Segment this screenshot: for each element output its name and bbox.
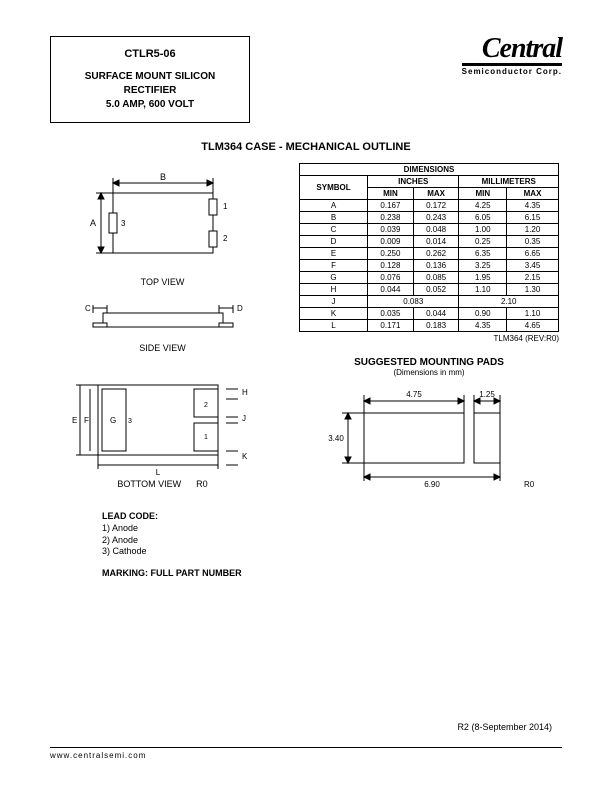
bottom-view-drawing: E F G 3 2 1 H J K L xyxy=(58,365,268,475)
svg-text:J: J xyxy=(242,414,246,423)
lead-code: LEAD CODE: 1) Anode 2) Anode 3) Cathode xyxy=(102,511,562,558)
svg-text:F: F xyxy=(84,416,89,425)
table-row: D0.0090.0140.250.35 xyxy=(300,236,559,248)
col-inches: INCHES xyxy=(368,176,459,188)
footer-url: www.centralsemi.com xyxy=(50,751,146,760)
svg-text:2: 2 xyxy=(204,402,208,409)
col-min: MIN xyxy=(459,188,507,200)
pad-rev: R0 xyxy=(524,480,535,489)
leadcode-line: 1) Anode xyxy=(102,523,562,535)
pad-total: 6.90 xyxy=(424,480,440,489)
pad-h: 3.40 xyxy=(328,434,344,443)
col-max: MAX xyxy=(413,188,459,200)
company-logo: Central Semiconductor Corp. xyxy=(462,36,562,75)
col-max: MAX xyxy=(507,188,559,200)
table-rev-note: TLM364 (REV:R0) xyxy=(299,334,559,343)
col-min: MIN xyxy=(368,188,414,200)
pad-w2: 1.25 xyxy=(479,390,495,399)
svg-text:1: 1 xyxy=(223,202,228,211)
right-column: DIMENSIONS SYMBOL INCHES MILLIMETERS MIN… xyxy=(299,163,559,495)
title-box: CTLR5-06 SURFACE MOUNT SILICON RECTIFIER… xyxy=(50,36,250,123)
table-row: B0.2380.2436.056.15 xyxy=(300,212,559,224)
svg-text:D: D xyxy=(237,304,243,313)
bottom-view-rev: R0 xyxy=(196,479,208,489)
svg-text:3: 3 xyxy=(121,219,126,228)
table-row: H0.0440.0521.101.30 xyxy=(300,284,559,296)
side-view-drawing: C D xyxy=(63,299,263,339)
logo-tagline: Semiconductor Corp. xyxy=(462,63,562,75)
svg-text:K: K xyxy=(242,452,248,461)
pads-drawing: 4.75 1.25 3.40 6.90 R0 xyxy=(314,383,544,493)
svg-text:G: G xyxy=(110,416,116,425)
leadcode-title: LEAD CODE: xyxy=(102,511,562,523)
top-view-label: TOP VIEW xyxy=(50,277,275,287)
page-revision: R2 (8-September 2014) xyxy=(457,722,552,732)
pad-w1: 4.75 xyxy=(406,390,422,399)
table-row: K0.0350.0440.901.10 xyxy=(300,308,559,320)
svg-text:H: H xyxy=(242,388,248,397)
mounting-pads: SUGGESTED MOUNTING PADS (Dimensions in m… xyxy=(299,357,559,495)
pads-title: SUGGESTED MOUNTING PADS xyxy=(299,357,559,368)
col-symbol: SYMBOL xyxy=(300,176,368,200)
table-row: G0.0760.0851.952.15 xyxy=(300,272,559,284)
table-title: DIMENSIONS xyxy=(300,164,559,176)
bottom-view-label: BOTTOM VIEW R0 xyxy=(50,479,275,489)
desc-line: SURFACE MOUNT SILICON xyxy=(59,70,241,84)
table-row: F0.1280.1363.253.45 xyxy=(300,260,559,272)
svg-text:C: C xyxy=(85,304,91,313)
part-number: CTLR5-06 xyxy=(59,47,241,62)
dimensions-table: DIMENSIONS SYMBOL INCHES MILLIMETERS MIN… xyxy=(299,163,559,332)
table-row: E0.2500.2626.356.65 xyxy=(300,248,559,260)
svg-text:A: A xyxy=(89,218,95,228)
logo-brand: Central xyxy=(462,36,562,61)
header: CTLR5-06 SURFACE MOUNT SILICON RECTIFIER… xyxy=(50,36,562,123)
table-row: C0.0390.0481.001.20 xyxy=(300,224,559,236)
section-title: TLM364 CASE - MECHANICAL OUTLINE xyxy=(50,141,562,153)
svg-text:E: E xyxy=(72,416,77,425)
table-row: J0.0832.10 xyxy=(300,296,559,308)
svg-text:3: 3 xyxy=(128,418,132,425)
bottom-view-text: BOTTOM VIEW xyxy=(117,479,181,489)
marking-line: MARKING: FULL PART NUMBER xyxy=(102,568,562,578)
main-content: B A 1 2 3 TOP VIEW C D SIDE VIEW xyxy=(50,163,562,501)
table-row: L0.1710.1834.354.65 xyxy=(300,320,559,332)
top-view-drawing: B A 1 2 3 xyxy=(73,163,253,273)
page-footer: www.centralsemi.com xyxy=(50,747,562,760)
col-mm: MILLIMETERS xyxy=(459,176,559,188)
desc-line: RECTIFIER xyxy=(59,84,241,98)
mechanical-drawings: B A 1 2 3 TOP VIEW C D SIDE VIEW xyxy=(50,163,275,501)
side-view-label: SIDE VIEW xyxy=(50,343,275,353)
svg-text:2: 2 xyxy=(223,234,228,243)
leadcode-line: 3) Cathode xyxy=(102,546,562,558)
pads-subtitle: (Dimensions in mm) xyxy=(299,368,559,377)
svg-text:L: L xyxy=(155,468,160,475)
svg-text:1: 1 xyxy=(204,434,208,441)
table-row: A0.1670.1724.254.35 xyxy=(300,200,559,212)
leadcode-line: 2) Anode xyxy=(102,535,562,547)
svg-text:B: B xyxy=(159,172,165,182)
desc-line: 5.0 AMP, 600 VOLT xyxy=(59,98,241,112)
